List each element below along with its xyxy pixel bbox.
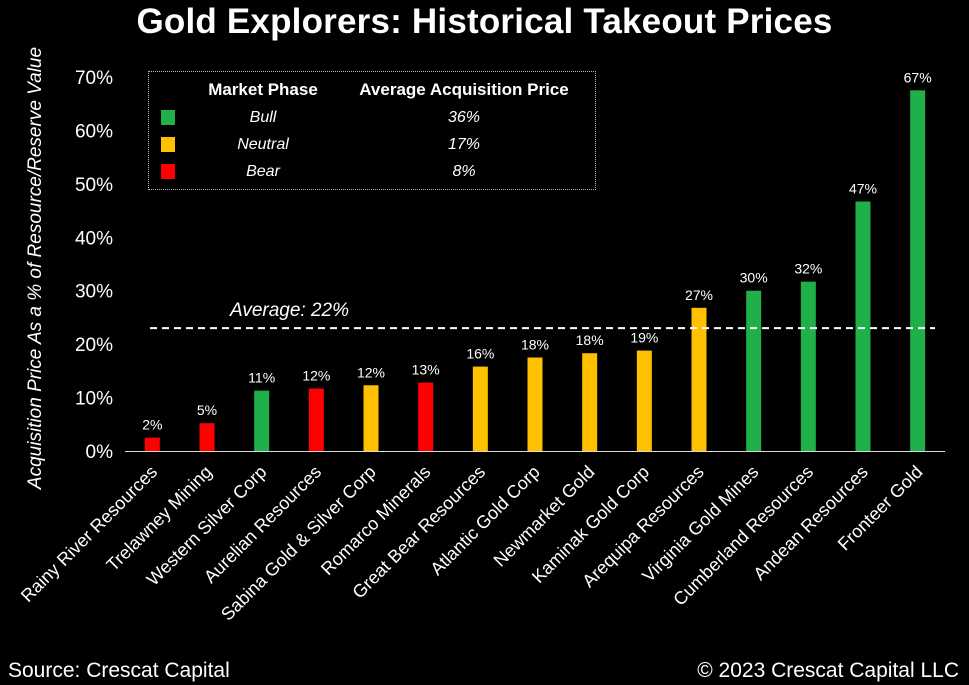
bar <box>254 390 270 451</box>
legend-header-phase: Market Phase <box>208 80 318 99</box>
bar <box>144 437 160 451</box>
bar <box>910 90 926 451</box>
bar <box>472 366 488 451</box>
bar <box>800 281 816 451</box>
data-label: 5% <box>197 402 217 418</box>
y-tick-label: 50% <box>75 175 113 196</box>
data-label: 18% <box>521 337 549 353</box>
bar <box>636 350 652 451</box>
x-tick-label: Newmarket Gold <box>490 462 599 571</box>
y-axis-label: Acquisition Price As a % of Resource/Res… <box>25 46 46 490</box>
data-label: 47% <box>849 180 877 196</box>
y-tick-label: 30% <box>75 282 113 303</box>
legend-phase: Bull <box>249 108 277 126</box>
legend-row-bull: Bull 36% <box>149 104 595 131</box>
bar <box>746 290 762 451</box>
data-label: 19% <box>630 330 658 346</box>
legend-row-neutral: Neutral 17% <box>149 131 595 158</box>
bar <box>691 307 707 451</box>
data-label: 11% <box>248 370 275 386</box>
source-note: Source: Crescat Capital <box>8 659 230 682</box>
y-tick-label: 40% <box>75 228 113 249</box>
chart-title: Gold Explorers: Historical Takeout Price… <box>136 2 833 41</box>
bar <box>855 201 871 451</box>
y-tick-label: 20% <box>75 335 113 356</box>
bar <box>527 357 543 451</box>
legend-price: 36% <box>447 108 481 126</box>
legend-price: 8% <box>452 162 476 180</box>
bar <box>308 388 324 451</box>
data-label: 18% <box>576 332 604 348</box>
legend-swatch-bull <box>161 110 175 125</box>
legend-header-price: Average Acquisition Price <box>359 80 569 99</box>
data-label: 12% <box>357 364 385 380</box>
legend-table: Market Phase Average Acquisition Price B… <box>149 76 595 185</box>
y-tick-label: 70% <box>75 68 113 89</box>
bar <box>199 423 215 451</box>
data-label: 32% <box>794 261 822 277</box>
data-label: 12% <box>302 367 330 383</box>
legend: Market Phase Average Acquisition Price B… <box>148 71 596 190</box>
data-label: 30% <box>740 270 768 286</box>
data-label: 2% <box>142 417 162 433</box>
legend-phase: Bear <box>246 162 280 180</box>
y-tick-label: 60% <box>75 121 113 142</box>
data-label: 16% <box>466 346 494 362</box>
legend-row-bear: Bear 8% <box>149 158 595 185</box>
average-label: Average: 22% <box>229 300 349 321</box>
y-tick-label: 10% <box>75 389 113 410</box>
legend-price: 17% <box>447 135 481 153</box>
legend-swatch-neutral <box>161 137 175 152</box>
copyright-note: © 2023 Crescat Capital LLC <box>697 659 959 682</box>
data-label: 13% <box>412 362 440 378</box>
data-label: 27% <box>685 287 713 303</box>
bar <box>582 353 598 451</box>
legend-swatch-bear <box>161 164 175 179</box>
y-tick-label: 0% <box>86 442 114 463</box>
legend-phase: Neutral <box>237 135 289 153</box>
data-label: 67% <box>904 69 932 85</box>
bar <box>363 385 379 451</box>
bar <box>418 382 434 451</box>
